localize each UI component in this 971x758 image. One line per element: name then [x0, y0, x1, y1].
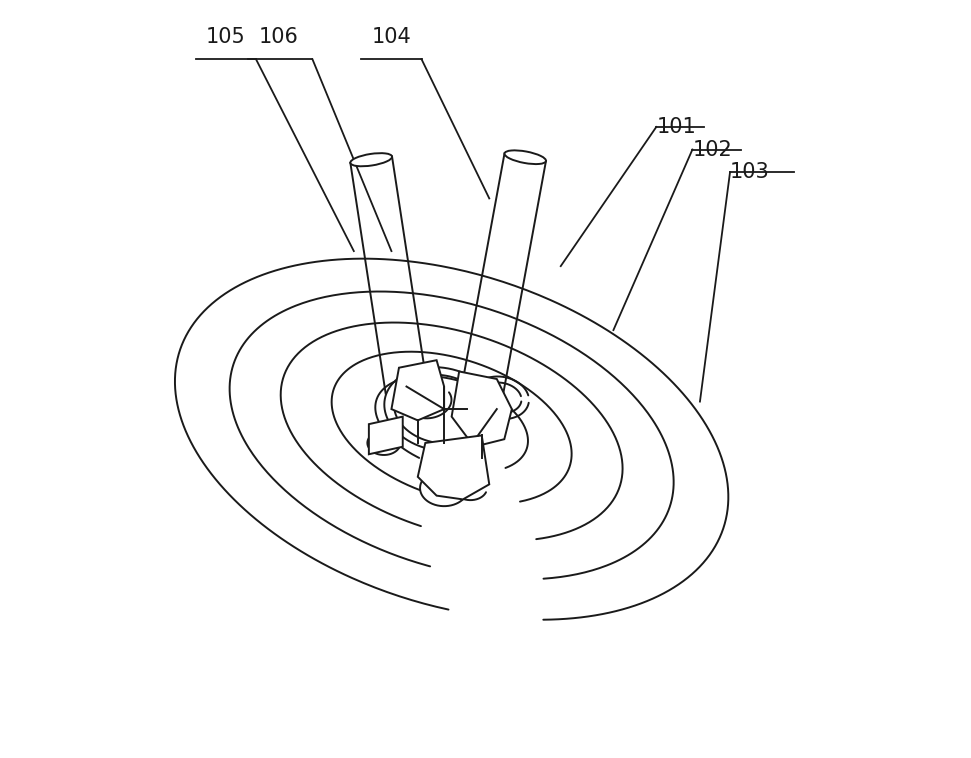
Text: 102: 102: [692, 139, 732, 159]
Text: 105: 105: [206, 27, 246, 47]
Text: 104: 104: [372, 27, 412, 47]
Ellipse shape: [505, 150, 546, 164]
Polygon shape: [391, 360, 444, 421]
Ellipse shape: [351, 153, 392, 166]
Polygon shape: [369, 417, 403, 454]
Text: 103: 103: [730, 162, 770, 182]
Polygon shape: [452, 371, 512, 446]
Text: 106: 106: [258, 27, 298, 47]
Polygon shape: [418, 435, 489, 500]
Text: 101: 101: [656, 117, 696, 137]
